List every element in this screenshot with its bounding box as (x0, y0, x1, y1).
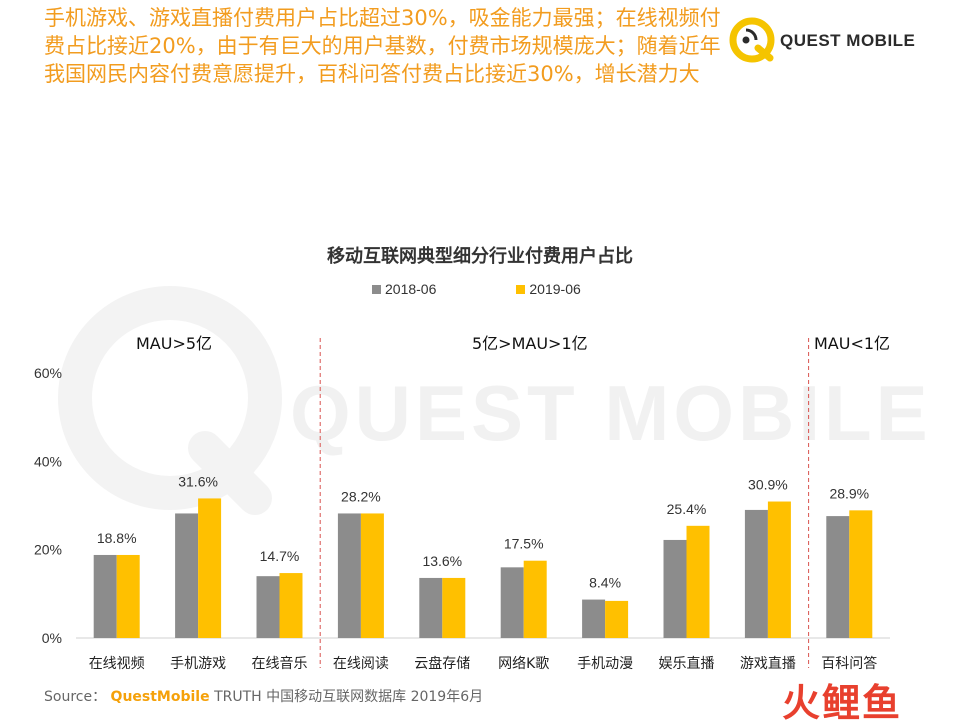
legend-swatch-2019 (516, 284, 526, 294)
bar-2019-8 (686, 525, 710, 638)
data-label: 31.6% (178, 473, 218, 489)
group-label-medium: 5亿>MAU>1亿 (472, 334, 588, 353)
y-tick-label: 60% (34, 365, 62, 381)
data-label: 30.9% (748, 477, 788, 493)
data-label: 13.6% (422, 553, 462, 569)
quest-mobile-logo: QUEST MOBILE (724, 12, 924, 68)
bar-2018-3 (256, 576, 280, 638)
headline: 手机游戏、游戏直播付费用户占比超过30%，吸金能力最强；在线视频付费占比接近20… (44, 6, 721, 86)
bar-2019-7 (605, 600, 629, 638)
y-tick-label: 20% (34, 542, 62, 558)
bar-2018-8 (663, 539, 687, 638)
bar-2019-2 (198, 498, 222, 638)
bar-2019-5 (442, 577, 466, 638)
bar-2019-6 (523, 560, 547, 638)
source-rest: TRUTH 中国移动互联网数据库 2019年6月 (214, 689, 484, 705)
data-label: 17.5% (504, 536, 544, 552)
y-tick-label: 40% (34, 453, 62, 469)
data-label: 28.2% (341, 488, 381, 504)
bar-2018-4 (337, 513, 361, 638)
source-brand: QuestMobile (110, 689, 210, 705)
x-tick-label: 在线视频 (89, 656, 145, 672)
x-tick-label: 手机动漫 (577, 656, 633, 672)
x-tick-label: 云盘存储 (414, 655, 470, 672)
y-tick-label: 0% (42, 630, 62, 646)
bar-2018-2 (175, 513, 199, 638)
watermark: QUEST MOBILE (290, 369, 932, 457)
group-label-large: MAU>5亿 (136, 334, 213, 353)
bar-2018-5 (419, 577, 443, 638)
legend-item-2019: 2019-06 (516, 281, 581, 297)
logo-mark-icon (729, 17, 775, 63)
x-tick-label: 娱乐直播 (659, 655, 715, 672)
x-tick-label: 在线音乐 (252, 655, 308, 672)
logo-text: QUEST MOBILE (780, 31, 916, 50)
data-label: 25.4% (667, 501, 707, 517)
bar-2019-10 (849, 510, 873, 638)
bar-2018-9 (744, 509, 768, 638)
bar-2019-9 (767, 501, 791, 638)
chart-legend: 2018-06 2019-06 (372, 281, 581, 297)
bar-2019-1 (116, 554, 140, 638)
legend-label-2019: 2019-06 (529, 281, 581, 297)
source-note: Source： QuestMobile TRUTH 中国移动互联网数据库 201… (44, 686, 483, 706)
bar-2019-3 (279, 573, 303, 638)
chart-title: 移动互联网典型细分行业付费用户占比 (327, 246, 633, 267)
x-tick-label: 在线阅读 (333, 655, 389, 672)
bar-2018-7 (582, 599, 606, 638)
data-label: 8.4% (589, 575, 621, 591)
source-prefix: Source： (44, 689, 107, 705)
bar-2018-10 (826, 516, 850, 638)
data-label: 28.9% (829, 485, 869, 501)
legend-swatch-2018 (372, 284, 381, 294)
bar-2018-6 (500, 567, 524, 638)
x-tick-label: 游戏直播 (740, 655, 796, 672)
legend-item-2018: 2018-06 (372, 281, 436, 297)
bar-2018-1 (93, 554, 117, 638)
bar-2019-4 (360, 513, 384, 638)
group-label-small: MAU<1亿 (814, 334, 891, 353)
data-label: 18.8% (97, 530, 137, 546)
watermark-ring-icon (58, 286, 282, 515)
footer-watermark: 火鲤鱼 (782, 681, 903, 725)
x-tick-label: 百科问答 (821, 655, 877, 672)
data-label: 14.7% (260, 548, 300, 564)
legend-label-2018: 2018-06 (385, 281, 437, 297)
x-tick-label: 手机游戏 (170, 656, 226, 672)
x-tick-label: 网络K歌 (498, 656, 549, 672)
